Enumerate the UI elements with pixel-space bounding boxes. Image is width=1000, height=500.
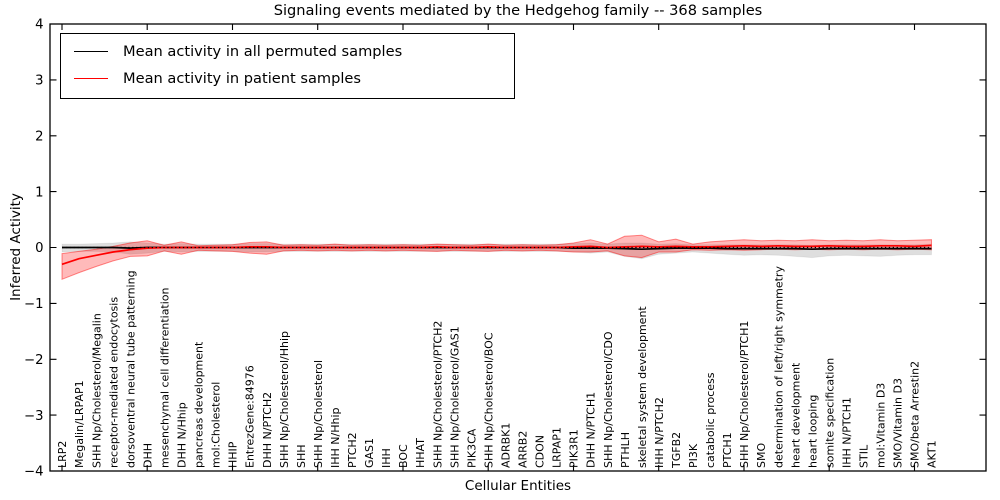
- x-category-label: PTHLH: [619, 432, 632, 468]
- y-tick-label: 3: [35, 74, 43, 89]
- x-category-label: TGFB2: [670, 432, 683, 469]
- x-category-label: SHH Np/Cholesterol/Hhip: [278, 331, 291, 468]
- x-category-label: catabolic process: [704, 372, 717, 468]
- y-tick-label: 2: [35, 130, 43, 145]
- legend-item-patient: Mean activity in patient samples: [71, 65, 514, 92]
- x-category-label: DHH N/Hhip: [176, 402, 189, 468]
- x-category-label: AKT1: [926, 440, 939, 468]
- x-category-label: heart development: [789, 362, 802, 468]
- x-category-label: SHH Np/Cholesterol/GAS1: [448, 326, 461, 468]
- x-category-label: LRP2: [56, 441, 69, 468]
- x-category-label: SMO/Vitamin D3: [892, 378, 905, 468]
- x-category-label: IHH N/Hhip: [329, 407, 342, 468]
- x-category-label: mol:Vitamin D3: [875, 383, 888, 468]
- legend-item-permuted: Mean activity in all permuted samples: [71, 38, 514, 65]
- x-category-label: SHH Np/Cholesterol/PTCH1: [738, 321, 751, 468]
- x-category-label: skeletal system development: [636, 306, 649, 468]
- x-category-label: PTCH1: [721, 432, 734, 468]
- legend: Mean activity in all permuted samples Me…: [60, 33, 515, 99]
- x-category-label: EntrezGene:84976: [244, 365, 257, 468]
- x-category-label: STIL: [858, 444, 871, 468]
- x-category-label: PIK3CA: [465, 428, 478, 468]
- x-category-label: IHH N/PTCH2: [653, 397, 666, 468]
- x-category-label: SHH Np/Cholesterol/Megalin: [90, 313, 103, 468]
- x-category-label: PIK3R1: [568, 429, 581, 468]
- x-category-label: receptor-mediated endocytosis: [107, 297, 120, 468]
- x-category-label: ADRBK1: [500, 423, 513, 468]
- x-category-label: SHH Np/Cholesterol: [312, 360, 325, 468]
- x-axis-label: Cellular Entities: [464, 478, 572, 494]
- x-category-label: SHH: [295, 444, 308, 468]
- x-category-label: BOC: [397, 444, 410, 468]
- axes-frame: [49, 23, 987, 472]
- y-tick-label: 4: [35, 18, 43, 33]
- x-category-label: DHH N/PTCH2: [261, 392, 274, 468]
- x-category-label: GAS1: [363, 438, 376, 468]
- x-category-label: determination of left/right symmetry: [772, 266, 785, 468]
- x-category-label: mol:Cholesterol: [210, 382, 223, 468]
- x-category-label: PTCH2: [346, 432, 359, 468]
- x-category-label: dorsoventral neural tube patterning: [124, 270, 137, 468]
- x-category-label: PI3K: [687, 443, 700, 468]
- legend-label-patient: Mean activity in patient samples: [123, 70, 362, 87]
- chart-title: Signaling events mediated by the Hedgeho…: [273, 2, 763, 19]
- legend-line-sample-permuted: [74, 51, 108, 52]
- x-category-label: pancreas development: [193, 341, 206, 468]
- x-category-label: DHH N/PTCH1: [585, 392, 598, 468]
- x-category-label: IHH N/PTCH1: [841, 397, 854, 468]
- x-category-label: mesenchymal cell differentiation: [159, 287, 172, 468]
- legend-label-permuted: Mean activity in all permuted samples: [123, 43, 403, 60]
- x-category-label: SHH Np/Cholesterol/BOC: [482, 332, 495, 468]
- x-category-label: somite specification: [823, 358, 836, 468]
- x-category-label: Megalin/LRPAP1: [73, 380, 86, 468]
- x-category-label: SHH Np/Cholesterol/CDO: [602, 331, 615, 468]
- x-category-label: HHAT: [414, 438, 427, 468]
- x-category-label: LRPAP1: [551, 427, 564, 468]
- y-tick-label: −1: [24, 297, 43, 312]
- x-category-label: DHH: [141, 443, 154, 468]
- y-axis-label: Inferred Activity: [8, 193, 24, 301]
- x-category-label: HHIP: [227, 441, 240, 468]
- x-category-label: SMO: [755, 443, 768, 468]
- y-tick-label: −3: [24, 409, 43, 424]
- legend-line-sample-patient: [74, 78, 108, 79]
- x-category-label: heart looping: [806, 395, 819, 468]
- y-tick-label: 1: [35, 185, 43, 200]
- x-category-label: SMO/beta Arrestin2: [909, 361, 922, 468]
- y-tick-label: 0: [35, 241, 43, 256]
- x-category-label: SHH Np/Cholesterol/PTCH2: [431, 321, 444, 468]
- x-category-label: ARRB2: [517, 431, 530, 468]
- x-category-label: CDON: [534, 435, 547, 468]
- y-tick-label: −2: [24, 353, 43, 368]
- x-category-label: IHH: [380, 448, 393, 468]
- y-tick-label: −4: [24, 465, 43, 480]
